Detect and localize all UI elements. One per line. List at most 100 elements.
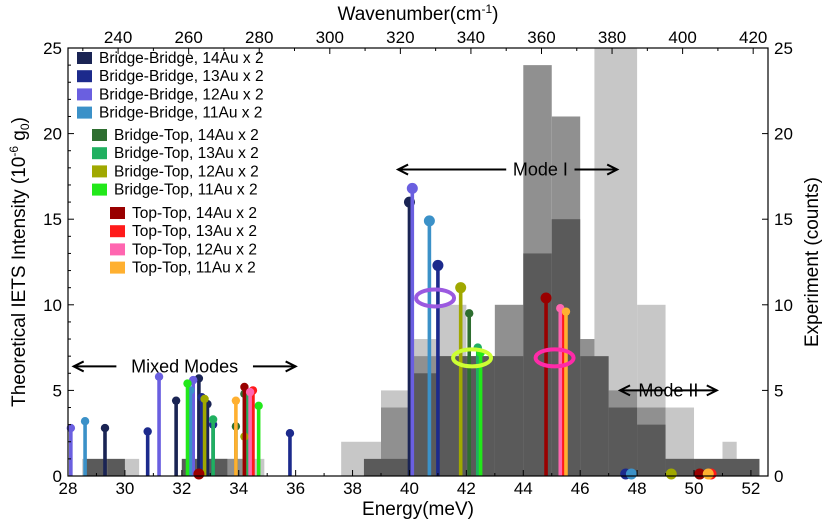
x2-title-main: Wavenumber(cm [338,4,482,25]
x-tick-label: 42 [457,479,476,498]
y-title-mid: g [9,130,30,146]
mode-ellipses [414,287,576,369]
annotation-label-1: Mode II [638,380,698,400]
x2-tick-label: 380 [598,28,626,47]
annotation-1-right-arrow-head [706,384,720,397]
stem-marker-series-5 [208,415,218,424]
stem-marker-series-0 [100,423,110,433]
mode-ellipse-2 [533,347,576,369]
stem-marker-series-10 [245,387,255,397]
legend-label-5: Bridge-Top, 13Au x 2 [114,145,259,162]
stem-marker-series-7 [183,379,192,388]
annotation-layer: Mode I Mode II Mixed Modes [71,160,720,400]
x2-tick-label: 300 [316,28,344,47]
annotation-0-right-arrow-head [606,163,620,176]
legend-swatch-8 [110,207,125,219]
x-tick-label: 50 [685,479,704,498]
x2-tick-label: 320 [386,28,414,47]
legend-swatch-7 [92,183,107,196]
y2-tick-label: 0 [774,467,783,486]
legend-label-9: Top-Top, 13Au x 2 [132,223,257,240]
x2-tick-label: 240 [104,28,132,47]
stem-marker-series-8 [540,292,552,304]
stem-marker-series-11 [231,396,241,405]
histogram-bin-dark [494,356,524,476]
x-tick-label: 48 [628,479,647,498]
y-tick-label: 5 [53,381,62,400]
legend-swatch-11 [110,261,125,274]
axis-break-gap [308,49,317,475]
y-tick-label: 20 [43,125,62,144]
histogram-bin-dark [204,458,228,476]
stem-marker-series-6 [455,282,467,294]
x-tick-label: 46 [571,479,590,498]
y-title-exp: -6 [7,146,21,157]
stem-marker-series-2 [406,182,418,194]
legend-swatch-5 [92,147,107,160]
y2-tick-label: 5 [774,381,783,400]
legend-label-3: Bridge-Bridge, 11Au x 2 [99,105,262,122]
legend-label-4: Bridge-Top, 14Au x 2 [114,127,259,144]
annotation-2-left-arrow-head [71,360,85,373]
histogram-bin-dark [637,424,666,476]
x-axis-title: Energy(meV) [362,499,474,520]
x2-title-exp: -1 [481,2,492,16]
y2-tick-label: 10 [774,296,793,315]
x2-tick-label: 360 [527,28,555,47]
axis-layer: 28 30 32 34 36 38 40 42 44 46 48 50 52 0 5 10 15 20 25 0 5 10… [43,28,793,498]
x-tick-label: 44 [514,479,533,498]
stem-marker-series-3 [80,417,90,426]
x-tick-label: 30 [115,479,134,498]
stem-marker-series-7 [254,401,263,411]
y2-tick-label: 20 [774,125,793,144]
stem-marker-series-3 [423,215,435,227]
y-axis-title: Theoretical IETS Intensity (10-6 g0) [7,117,32,407]
stem-marker-series-4 [465,309,474,318]
y-tick-label: 0 [53,467,62,486]
x-tick-label: 38 [343,479,362,498]
stem-marker-series-1 [285,429,295,438]
y-title-main: Theoretical IETS Intensity (10 [9,157,30,407]
x2-tick-label: 280 [245,28,273,47]
x2-tick-label: 340 [457,28,485,47]
axis-break-gap-rect [308,49,317,475]
histogram-bin-dark [580,356,609,476]
stem-marker-series-2 [66,423,76,433]
histogram-bin-dark [107,458,125,476]
stem-marker-series-0 [171,396,181,405]
annotation-2-right-arrow-head [285,360,298,373]
stem-marker-series-8 [694,468,706,480]
y-tick-label: 25 [43,39,62,58]
stem-marker-series-6 [200,394,209,404]
x-tick-label: 36 [286,479,305,498]
y2-tick-label: 25 [774,39,793,58]
legend-swatch-6 [92,165,107,178]
y-tick-label: 10 [43,296,62,315]
histogram-bin-dark [409,373,438,476]
x-tick-label: 34 [229,479,248,498]
legend-swatch-0 [77,52,92,64]
mode-ellipse-0 [414,287,457,309]
theory-stem-layer [66,182,717,480]
stem-marker-series-3 [625,468,637,480]
x-tick-label: 52 [741,479,760,498]
stem-marker-series-8 [240,382,249,392]
annotation-1-left-arrow-head [617,384,631,397]
legend-label-11: Top-Top, 11Au x 2 [132,260,256,277]
stem-marker-series-8 [193,468,205,480]
x2-title-close: ) [492,4,498,25]
legend-swatch-4 [92,129,107,141]
y-tick-label: 15 [43,210,62,229]
x2-axis-title: Wavenumber(cm-1) [338,2,499,25]
histogram-bin-dark [608,407,638,476]
plot-frame [67,47,769,477]
y-title-sub: 0 [18,123,32,130]
legend-label-1: Bridge-Bridge, 13Au x 2 [99,68,264,85]
annotation-label-0: Mode I [513,160,568,180]
legend-label-6: Bridge-Top, 12Au x 2 [114,163,259,180]
y2-axis-title: Experiment (counts) [802,177,823,347]
legend-swatch-2 [77,88,92,101]
y2-tick-label: 15 [774,210,793,229]
